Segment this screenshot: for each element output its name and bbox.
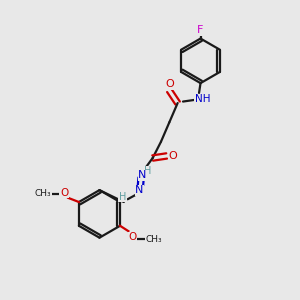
Text: NH: NH bbox=[195, 94, 210, 104]
Text: O: O bbox=[60, 188, 68, 197]
Text: N: N bbox=[135, 185, 143, 195]
Text: CH₃: CH₃ bbox=[146, 235, 163, 244]
Text: H: H bbox=[144, 166, 151, 176]
Text: F: F bbox=[197, 25, 204, 35]
Text: O: O bbox=[165, 79, 174, 89]
Text: H: H bbox=[119, 192, 126, 202]
Text: O: O bbox=[129, 232, 137, 242]
Text: N: N bbox=[138, 170, 146, 180]
Text: O: O bbox=[168, 151, 177, 160]
Text: CH₃: CH₃ bbox=[35, 189, 52, 198]
